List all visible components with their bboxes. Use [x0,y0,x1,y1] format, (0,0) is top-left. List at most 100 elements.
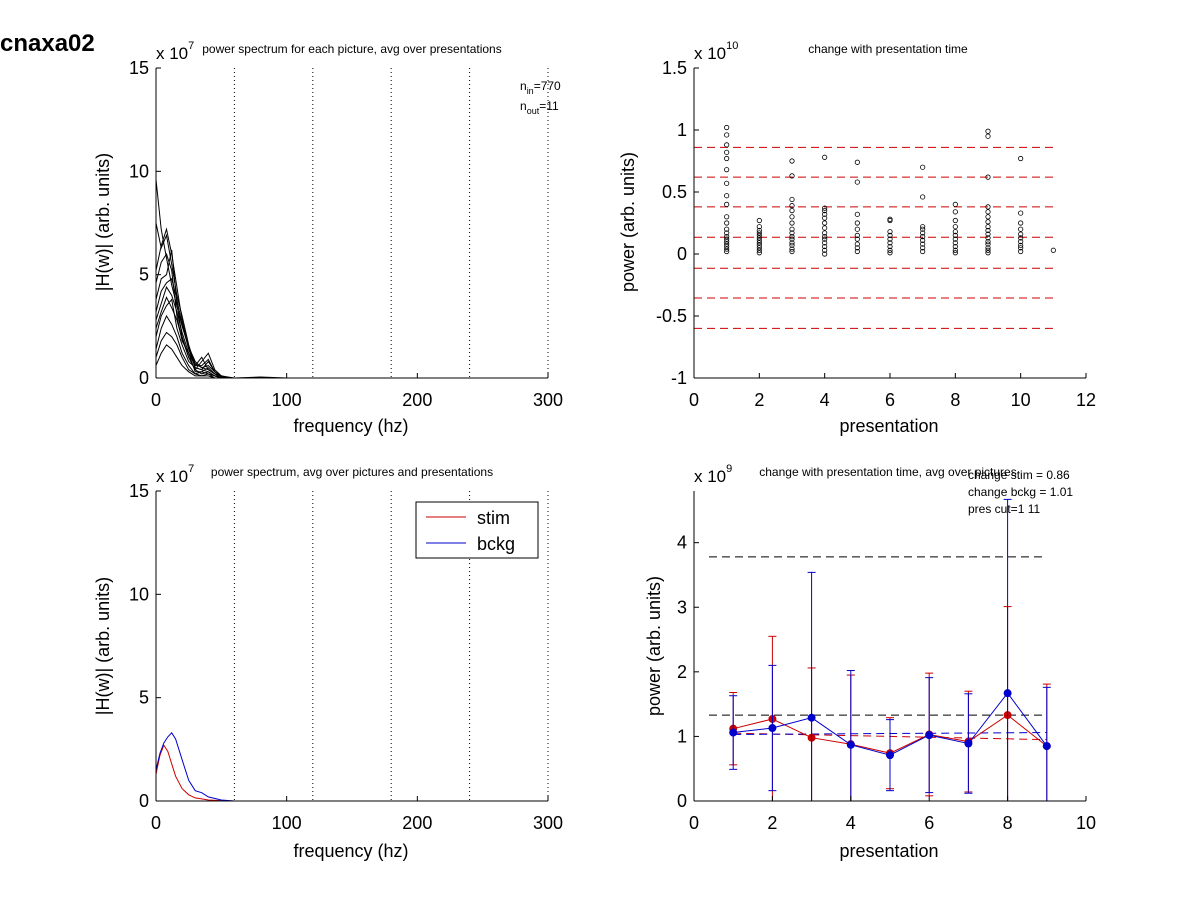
panel2-data-point [952,224,958,230]
panel2-data-point [724,124,730,131]
panel4-y-tick-label: 2 [677,662,687,682]
panel4-y-tick-label: 1 [677,726,687,746]
panel3-y-exponent: x 107 [156,463,194,486]
panel2-data-point [822,247,828,253]
panel4-x-tick-label: 8 [1003,813,1013,833]
panel2-data-point [985,224,991,230]
panel2-data-point [1018,226,1024,232]
panel1-y-tick-label: 0 [139,368,149,388]
panel4-annotation-prescut: pres cut=1 11 [968,502,1040,516]
panel3-axes: 0 100 200 300 0 5 10 15 [129,481,563,833]
panel2-data-point [756,232,762,238]
panel2-data-point [854,179,860,185]
panel1-y-tick-label: 15 [129,58,149,78]
panel2-data-point [756,230,762,236]
panel2-data-point [724,241,730,247]
panel2-data-point [920,248,926,255]
panel2-y-tick-label: 0.5 [662,182,687,202]
panel2-data-point [952,201,958,207]
panel2-x-tick-label: 4 [820,390,830,410]
panel1-y-exponent: x 107 [156,40,194,63]
panel2-data-point [822,154,828,160]
panel2-data-point [789,158,795,164]
panel2-data-point [887,217,893,224]
figure-label: cnaxa02 [0,30,95,57]
panel-top-left: power spectrum for each picture, avg ove… [93,40,563,436]
panel2-data-point [952,209,958,215]
panel2-data-point [952,250,958,256]
panel2-data-point [920,194,926,200]
panel2-data-point [724,230,730,236]
panel2-x-tick-label: 6 [885,390,895,410]
panel2-y-exponent: x 1010 [694,40,738,63]
panel2-scatter-points [724,124,1056,257]
panel2-data-point [756,224,762,230]
panel2-data-point [1018,242,1024,248]
panel2-data-point [724,248,730,255]
panel3-series [155,731,548,802]
panel3-legend: stim bckg [415,501,539,559]
panel1-axes: 0 100 200 300 0 5 10 15 [129,58,563,410]
panel2-data-point [724,201,730,207]
panel2-data-point [756,235,762,241]
panel2-data-point [724,220,730,226]
panel1-spectrum-line [155,179,548,379]
panel2-data-point [789,208,795,214]
panel2-data-point [789,173,795,179]
panel1-x-tick-label: 0 [151,390,161,410]
panel2-data-point [822,211,828,217]
panel3-x-tick-label: 300 [533,813,563,833]
panel2-data-point [724,214,730,220]
panel2-data-point [985,235,991,241]
panel4-y-tick-label: 3 [677,597,687,617]
panel4-bckg-marker [729,728,738,737]
panel2-data-point [756,237,762,243]
panel4-bckg-marker [1042,742,1051,751]
panel2-data-point [985,227,991,234]
panel2-data-point [952,217,958,224]
panel2-data-point [985,128,991,134]
panel1-spectrum-line [155,344,548,379]
panel2-title: change with presentation time [808,42,968,56]
panel1-spectrum-line [155,296,548,379]
panel4-x-tick-label: 2 [767,813,777,833]
panel2-data-point [724,246,730,252]
panel4-x-tick-label: 10 [1076,813,1096,833]
panel3-x-tick-label: 200 [402,813,432,833]
panel2-data-point [1018,210,1024,216]
panel2-data-point [854,232,860,238]
panel2-data-point [920,241,926,247]
panel2-data-point [887,247,893,253]
panel3-y-tick-label: 0 [139,791,149,811]
panel2-data-point [985,133,991,139]
panel2-data-point [756,217,762,224]
panel2-data-point [854,220,860,226]
panel4-title: change with presentation time, avg over … [759,465,1016,479]
panel2-data-point [985,214,991,220]
panel2-data-point [952,236,958,242]
panel2-data-point [952,232,958,238]
panel2-data-point [789,230,795,236]
panel-top-right: change with presentation time x 1010 pre… [618,40,1096,436]
panel3-y-tick-label: 15 [129,481,149,501]
panel2-data-point [822,240,828,246]
panel2-data-point [756,247,762,253]
panel2-data-point [789,220,795,226]
panel3-ylabel: |H(w)| (arb. units) [93,577,113,715]
panel-bottom-left: power spectrum, avg over pictures and pr… [93,463,563,861]
panel2-data-point [985,241,991,247]
panel2-data-point [1018,239,1024,245]
panel2-data-point [854,226,860,232]
panel2-data-point [920,164,926,170]
panel3-x-tick-label: 100 [272,813,302,833]
panel2-data-point [920,226,926,232]
panel1-spectrum-line [155,249,548,379]
panel2-data-point [1018,231,1024,237]
panel4-y-exponent: x 109 [694,463,732,486]
panel2-data-point [985,239,991,245]
panel1-spectrum-line [155,298,548,379]
panel2-threshold-lines [694,146,1056,329]
panel3-y-tick-label: 10 [129,584,149,604]
panel2-data-point [854,241,860,247]
panel4-bckg-marker [807,713,816,722]
